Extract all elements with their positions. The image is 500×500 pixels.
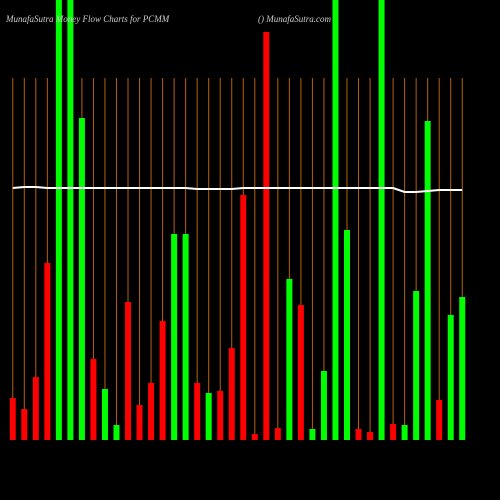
bar xyxy=(413,291,420,440)
bar xyxy=(251,434,258,440)
bar xyxy=(113,425,120,440)
bar xyxy=(78,118,85,440)
bar xyxy=(32,377,39,440)
bar xyxy=(390,424,397,440)
bar xyxy=(194,383,201,440)
bar xyxy=(459,297,466,440)
bar xyxy=(205,393,212,440)
chart-title: MunafaSutra Money Flow Charts for PCMM xyxy=(5,14,170,24)
bar xyxy=(159,321,166,440)
bar xyxy=(44,263,51,440)
bar xyxy=(309,429,316,440)
bar xyxy=(297,305,304,440)
bar xyxy=(343,230,350,440)
bar xyxy=(447,315,454,440)
bar xyxy=(332,0,339,440)
bar xyxy=(320,371,327,440)
bar xyxy=(263,32,270,440)
bar xyxy=(286,279,293,440)
bar xyxy=(378,0,385,440)
bar xyxy=(182,234,189,440)
bar xyxy=(424,121,431,440)
bar xyxy=(367,432,374,440)
bar xyxy=(171,234,178,440)
chart-subtitle: () MunafaSutra.com xyxy=(258,14,331,24)
bar xyxy=(125,302,132,440)
bar xyxy=(9,398,16,440)
bar xyxy=(355,429,362,440)
bar xyxy=(148,383,155,440)
bar xyxy=(136,405,143,440)
bar xyxy=(436,400,443,440)
bar xyxy=(55,0,62,440)
bar xyxy=(217,391,224,440)
bar xyxy=(67,0,74,440)
bar xyxy=(240,195,247,440)
flow-line xyxy=(12,186,463,193)
bar xyxy=(274,428,281,440)
plot xyxy=(9,0,466,440)
bar xyxy=(101,389,108,440)
bar xyxy=(90,359,97,440)
bar xyxy=(228,348,235,440)
bar xyxy=(401,425,408,440)
bar xyxy=(21,409,28,440)
